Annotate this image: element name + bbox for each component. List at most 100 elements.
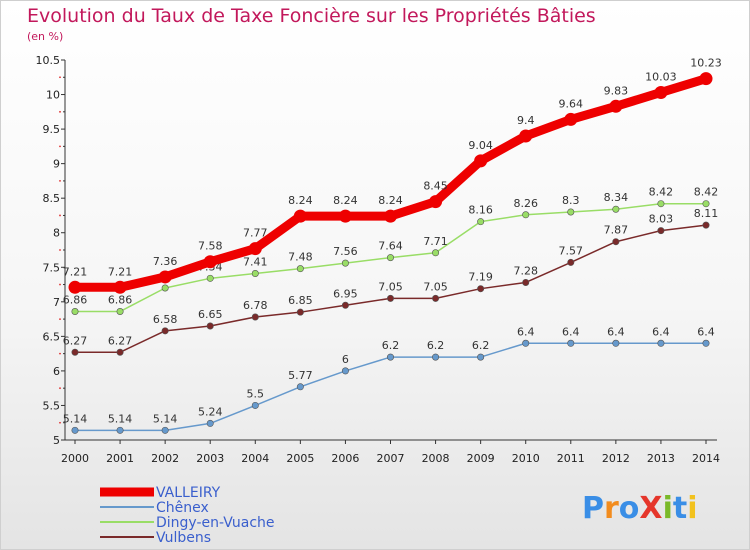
data-point (206, 419, 214, 427)
data-point (341, 367, 349, 375)
legend-label: Vulbens (156, 530, 211, 546)
x-tick-label: 2000 (61, 452, 89, 465)
chart-subtitle: (en %) (27, 30, 63, 43)
data-point (654, 85, 668, 99)
data-point (567, 339, 575, 347)
y-tick-label: 6 (53, 365, 60, 378)
data-label: 6.86 (108, 293, 133, 306)
data-label: 6.27 (108, 334, 133, 347)
data-point (161, 284, 169, 292)
data-point (522, 339, 530, 347)
data-label: 7.41 (243, 255, 268, 268)
data-label: 8.16 (468, 204, 493, 217)
data-point (251, 401, 259, 409)
x-tick-label: 2009 (467, 452, 495, 465)
data-label: 6 (342, 353, 349, 366)
data-label: 6.78 (243, 299, 268, 312)
data-label: 8.24 (288, 194, 313, 207)
x-tick-label: 2007 (377, 452, 405, 465)
data-label: 6.85 (288, 294, 313, 307)
x-tick-label: 2004 (241, 452, 269, 465)
data-label: 5.14 (153, 412, 178, 425)
x-tick-label: 2005 (286, 452, 314, 465)
logo-letter: X (639, 491, 662, 526)
data-label: 7.77 (243, 227, 268, 240)
y-minor-marker (59, 110, 61, 113)
x-tick-label: 2008 (422, 452, 450, 465)
x-tick-label: 2002 (151, 452, 179, 465)
series-1: 5.14 5.14 5.14 5.24 5.5 5.77 6 6.2 6.2 6.2 6.4 6.4 6… (63, 325, 715, 434)
data-point (522, 211, 530, 219)
y-minor-marker (59, 214, 61, 217)
data-point (251, 313, 259, 321)
data-point (161, 327, 169, 335)
logo-letter: i (663, 491, 673, 526)
data-point (522, 278, 530, 286)
data-label: 7.05 (378, 280, 403, 293)
data-label: 7.21 (63, 265, 88, 278)
data-label: 8.34 (604, 191, 629, 204)
logo-letter: r (604, 491, 619, 526)
data-label: 7.48 (288, 251, 313, 264)
data-label: 9.83 (604, 84, 629, 97)
data-point (161, 426, 169, 434)
x-tick-label: 2006 (331, 452, 359, 465)
data-label: 6.4 (607, 325, 625, 338)
data-point (429, 195, 443, 209)
logo-letter: o (619, 491, 640, 526)
data-label: 5.14 (108, 412, 133, 425)
data-point (432, 353, 440, 361)
data-point (116, 348, 124, 356)
data-label: 6.4 (697, 325, 715, 338)
data-point (477, 218, 485, 226)
y-tick-label: 5 (53, 434, 60, 447)
data-point (71, 307, 79, 315)
chart-title: Evolution du Taux de Taxe Foncière sur l… (27, 5, 596, 27)
data-label: 7.21 (108, 265, 133, 278)
data-point (519, 129, 533, 143)
data-point (567, 258, 575, 266)
data-point (699, 72, 713, 86)
y-tick-label: 9 (53, 158, 60, 171)
data-label: 7.64 (378, 240, 403, 253)
data-label: 10.03 (645, 70, 677, 83)
data-point (251, 269, 259, 277)
y-minor-marker (59, 352, 61, 355)
data-point (386, 254, 394, 262)
data-label: 6.4 (652, 325, 670, 338)
data-point (116, 426, 124, 434)
logo-letter: i (687, 491, 697, 526)
y-minor-marker (59, 318, 61, 320)
series-0: 7.21 7.21 7.36 7.58 7.77 8.24 8.24 8.24 8.45 9.04… (63, 57, 722, 294)
data-point (296, 308, 304, 316)
data-label: 8.42 (694, 186, 719, 199)
data-label: 7.36 (153, 255, 178, 268)
y-minor-marker (59, 180, 61, 182)
data-point (158, 270, 172, 284)
x-tick-label: 2010 (512, 452, 540, 465)
data-label: 10.23 (690, 57, 722, 70)
x-tick-label: 2012 (602, 452, 630, 465)
data-label: 9.04 (468, 139, 493, 152)
data-point (116, 307, 124, 315)
data-point (206, 322, 214, 330)
data-point (702, 200, 710, 208)
data-label: 8.11 (694, 207, 719, 220)
data-label: 8.42 (649, 186, 674, 199)
data-point (702, 221, 710, 229)
y-minor-marker (59, 283, 61, 286)
data-label: 8.03 (649, 213, 674, 226)
data-point (71, 426, 79, 434)
y-tick-label: 6.5 (43, 330, 61, 343)
x-tick-label: 2003 (196, 452, 224, 465)
legend-label: Chênex (156, 500, 209, 516)
y-tick-label: 8 (53, 227, 60, 240)
data-label: 6.65 (198, 308, 223, 321)
data-label: 7.56 (333, 245, 358, 258)
logo-letter: t (673, 491, 687, 526)
x-tick-label: 2001 (106, 452, 134, 465)
